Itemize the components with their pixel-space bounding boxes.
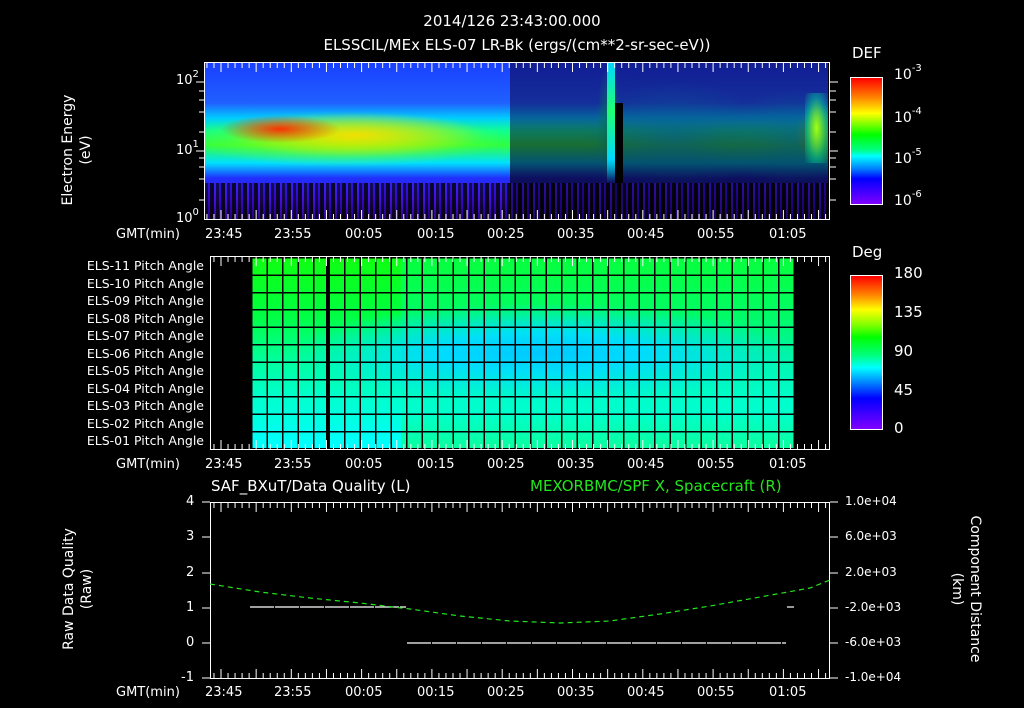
panel3-plot[interactable] [202,501,838,679]
burst-stripe [607,63,615,183]
pa-row-label: ELS-09 Pitch Angle [86,293,204,308]
pa-row-label: ELS-07 Pitch Angle [86,328,204,343]
pitch-angle-grid[interactable] [251,257,794,448]
panel1-xtick: 23:55 [274,227,312,242]
panel3-xtick: 23:55 [274,685,312,700]
colorbar1-tick: 10-3 [894,63,922,83]
spf-x-line [209,579,831,624]
panel2-xtick: 01:05 [769,457,807,472]
panel3-right-ylabel: Component Distance (km) [949,515,983,663]
colorbar-def [850,77,883,205]
colorbar-deg [850,275,883,430]
panel3-xtick: 00:15 [417,685,455,700]
panel3-frame [210,502,830,679]
colorbar1-tick: 10-5 [894,147,922,167]
panel1-ytick-100: 102 [176,69,199,88]
panel3-ytick-left: 3 [186,529,195,544]
panel1-ylabel: Electron Energy (eV) [60,94,94,206]
pa-row-label: ELS-05 Pitch Angle [86,363,204,378]
panel2-xtick: 00:45 [627,457,665,472]
panel3-xtick: 00:05 [345,685,383,700]
panel3-left-title: SAF_BXuT/Data Quality (L) [211,477,411,495]
panel1-ytick-1: 100 [176,207,199,226]
panel1-xtick: 00:45 [627,227,665,242]
panel2-xtick: 23:55 [274,457,312,472]
colorbar1-title: DEF [852,44,882,62]
panel2-xtick: 23:45 [205,457,243,472]
panel1-ticks [196,81,838,201]
panel3-left-ylabel: Raw Data Quality (Raw) [61,528,95,650]
panel3-ytick-right: 2.0e+03 [845,565,897,579]
panel1-xtick: 00:25 [487,227,525,242]
gap-stripe [615,103,623,219]
panel3-ytick-right: 1.0e+04 [845,494,897,508]
panel1-xtick: 00:05 [345,227,383,242]
panel3-ytick-left: 0 [186,635,195,650]
panel3-yticks [202,501,838,679]
panel3-xtick: 00:55 [697,685,735,700]
colorbar2-tick: 0 [894,419,904,437]
panel1-xtick: 23:45 [205,227,243,242]
colorbar2-tick: 180 [894,264,923,282]
pa-row-label: ELS-04 Pitch Angle [86,380,204,396]
panel3-ytick-left: 2 [186,565,195,580]
pa-row-label: ELS-03 Pitch Angle [86,398,204,413]
right-enhancement [805,93,828,163]
panel2-xtick: 00:35 [557,457,595,472]
panel3-ytick-right: -1.0e+04 [845,670,902,684]
panel2-xtick: 00:05 [345,457,383,472]
panel2-xtick: 00:15 [417,457,455,472]
panel3-ytick-left: 1 [186,600,195,615]
panel3-ytick-left: -1 [181,670,194,685]
panel3-right-title: MEXORBMC/SPF X, Spacecraft (R) [530,477,782,495]
plot-timestamp: 2014/126 23:43:00.000 [423,12,601,30]
colorbar1-tick: 10-4 [894,106,922,126]
panel3-ytick-left: 4 [186,494,195,509]
energy-spectrogram[interactable] [205,63,828,219]
pa-row-label: ELS-02 Pitch Angle [86,415,204,431]
panel1-xtick: 00:15 [417,227,455,242]
panel3-xtick: 00:35 [557,685,595,700]
pa-grid-lines [251,257,794,448]
panel1-xtick: 00:35 [557,227,595,242]
panel2-xtick: 00:55 [697,457,735,472]
panel3-ytick-right: -6.0e+03 [845,635,902,649]
colorbar2-tick: 90 [894,342,914,360]
pa-row-label: ELS-06 Pitch Angle [86,345,204,361]
panel3-ytick-right: -2.0e+03 [845,600,902,614]
pa-row-label: ELS-10 Pitch Angle [86,275,204,291]
pa-row-label: ELS-11 Pitch Angle [86,258,204,273]
panel1-ytick-10: 101 [176,139,199,158]
colorbar2-title: Deg [852,243,883,261]
panel1-xtick: 01:05 [769,227,807,242]
panel3-ytick-right: 6.0e+03 [845,529,897,543]
panel2-xtick: 00:25 [487,457,525,472]
panel2-xaxis-label: GMT(min) [116,457,180,472]
panel1-frame [204,62,830,220]
pa-row-label: ELS-01 Pitch Angle [86,433,204,448]
colorbar2-tick: 135 [894,303,923,321]
panel3-xtick: 00:25 [487,685,525,700]
panel2-frame [210,256,830,450]
panel3-xaxis-label: GMT(min) [116,685,180,700]
plot-subtitle: ELSSCIL/MEx ELS-07 LR-Bk (ergs/(cm**2-sr… [323,36,711,54]
panel1-xaxis-label: GMT(min) [116,227,180,242]
panel3-xtick: 00:45 [627,685,665,700]
colorbar2-tick: 45 [894,381,914,399]
pa-row-label: ELS-08 Pitch Angle [86,310,204,326]
colorbar1-tick: 10-6 [894,189,922,209]
panel3-xtick: 01:05 [769,685,807,700]
panel1-xtick: 00:55 [697,227,735,242]
bottom-noise [205,183,828,219]
panel3-xtick: 23:45 [205,685,243,700]
